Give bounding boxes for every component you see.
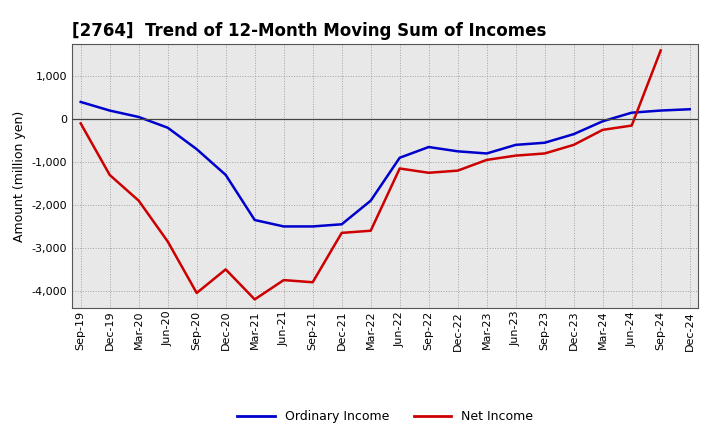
Net Income (366, 228, 375, 233)
Net Income (163, 239, 172, 244)
Text: [2764]  Trend of 12-Month Moving Sum of Incomes: [2764] Trend of 12-Month Moving Sum of I… (72, 22, 546, 40)
Net Income (338, 230, 346, 235)
Ordinary Income (482, 151, 491, 156)
Net Income (308, 279, 317, 285)
Net Income (570, 142, 578, 147)
Ordinary Income (454, 149, 462, 154)
Net Income (105, 172, 114, 178)
Net Income (541, 151, 549, 156)
Net Income (192, 290, 201, 296)
Net Income (482, 157, 491, 162)
Ordinary Income (511, 142, 520, 147)
Net Income (657, 48, 665, 53)
Net Income (424, 170, 433, 176)
Net Income (251, 297, 259, 302)
Net Income (135, 198, 143, 203)
Legend: Ordinary Income, Net Income: Ordinary Income, Net Income (232, 406, 539, 429)
Ordinary Income (627, 110, 636, 115)
Ordinary Income (135, 114, 143, 120)
Ordinary Income (657, 108, 665, 113)
Ordinary Income (105, 108, 114, 113)
Ordinary Income (338, 222, 346, 227)
Ordinary Income (366, 198, 375, 203)
Net Income (454, 168, 462, 173)
Ordinary Income (192, 147, 201, 152)
Ordinary Income (279, 224, 288, 229)
Ordinary Income (251, 217, 259, 223)
Net Income (221, 267, 230, 272)
Ordinary Income (76, 99, 85, 105)
Ordinary Income (685, 106, 694, 112)
Net Income (279, 278, 288, 283)
Ordinary Income (395, 155, 404, 161)
Ordinary Income (308, 224, 317, 229)
Net Income (76, 121, 85, 126)
Ordinary Income (598, 119, 607, 124)
Net Income (627, 123, 636, 128)
Y-axis label: Amount (million yen): Amount (million yen) (13, 110, 26, 242)
Ordinary Income (541, 140, 549, 145)
Ordinary Income (424, 144, 433, 150)
Net Income (395, 166, 404, 171)
Net Income (598, 127, 607, 132)
Net Income (511, 153, 520, 158)
Ordinary Income (221, 172, 230, 178)
Line: Ordinary Income: Ordinary Income (81, 102, 690, 227)
Line: Net Income: Net Income (81, 51, 661, 299)
Ordinary Income (163, 125, 172, 130)
Ordinary Income (570, 132, 578, 137)
